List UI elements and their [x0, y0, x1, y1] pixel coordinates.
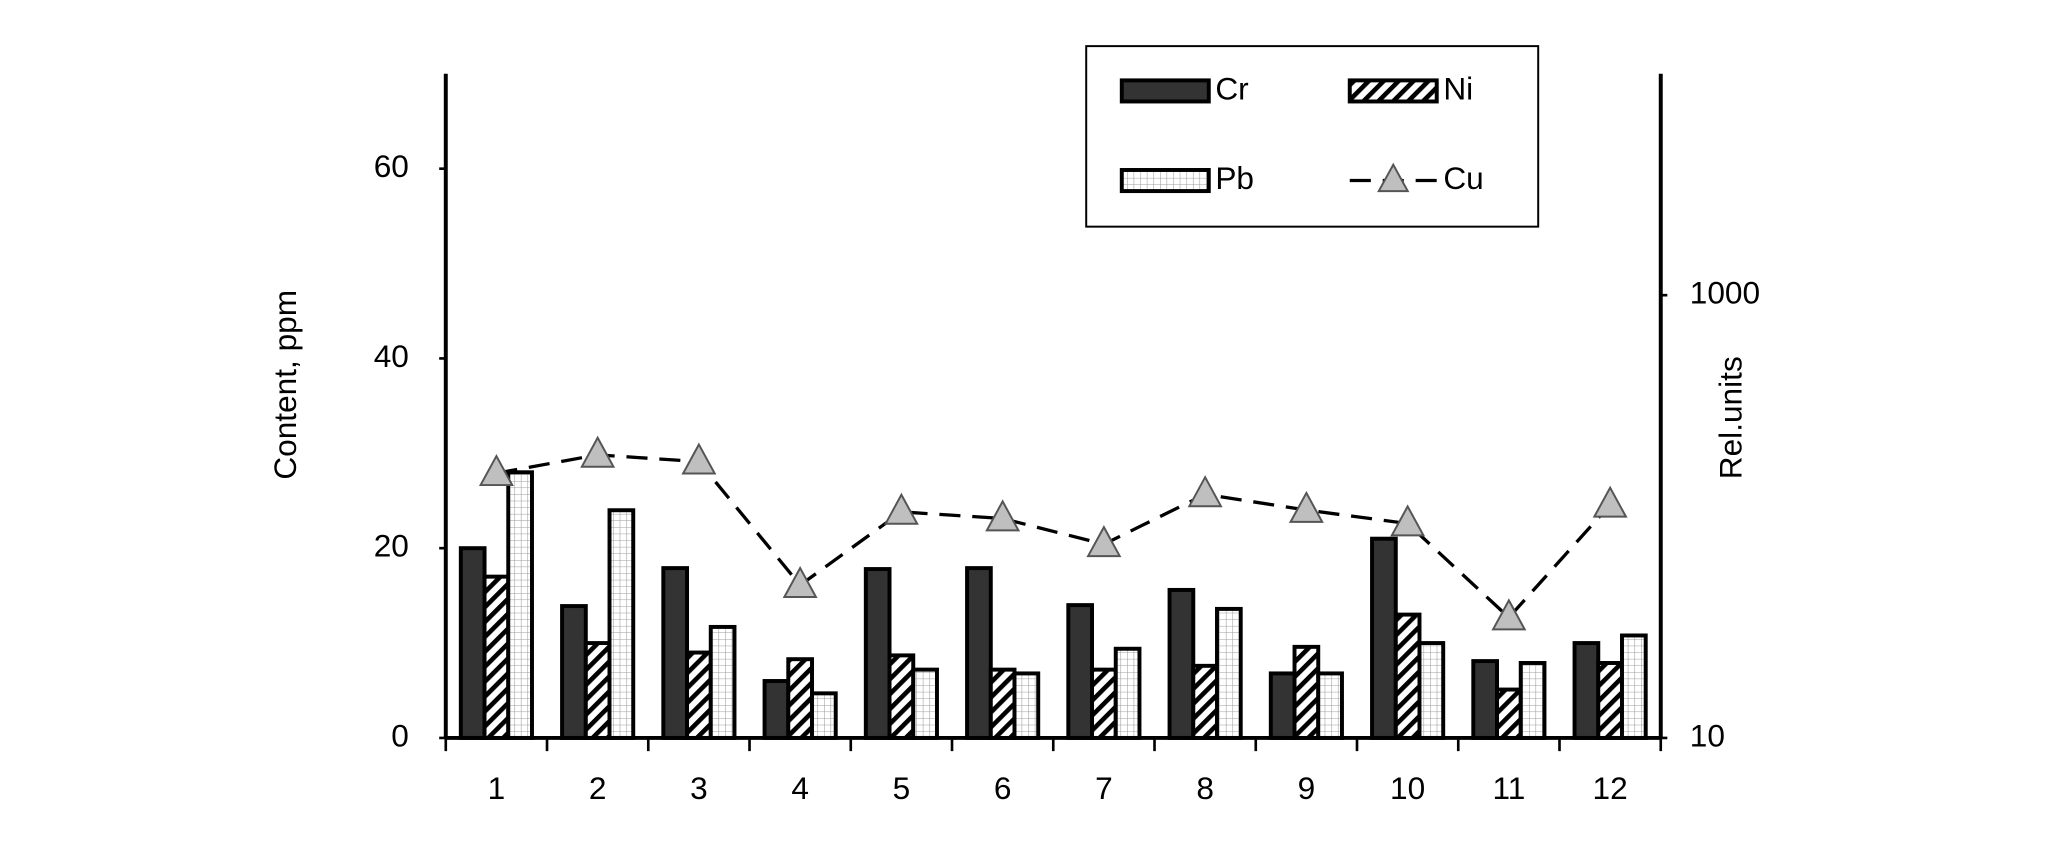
bar: [1268, 671, 1297, 740]
bar: [685, 650, 713, 740]
marker: [985, 499, 1021, 532]
bar: [786, 657, 814, 740]
x-tick-label: 11: [1492, 770, 1525, 806]
y-axis-label: Content, ppm: [267, 290, 303, 480]
x-tick-label: 7: [1095, 770, 1113, 806]
bar: [863, 567, 892, 740]
legend-marker: [1377, 162, 1410, 193]
y2-axis-label: Rel.units: [1713, 356, 1749, 479]
line: [496, 453, 1612, 620]
marker: [580, 435, 616, 468]
y-tick-label: 20: [374, 528, 409, 564]
y2-tick-label: 10: [1690, 717, 1725, 753]
bar: [708, 624, 737, 740]
bar: [607, 508, 636, 740]
legend-label: Pb: [1215, 160, 1254, 196]
x-tick-label: 4: [791, 770, 809, 806]
marker: [1086, 525, 1122, 558]
marker: [883, 492, 919, 525]
bar: [911, 667, 939, 740]
bar: [988, 667, 1017, 740]
bar: [1620, 633, 1648, 740]
y-tick-label: 60: [374, 148, 409, 184]
bar: [1572, 641, 1601, 740]
marker: [1491, 598, 1527, 631]
bar: [1370, 536, 1398, 740]
x-tick-label: 10: [1390, 770, 1425, 806]
bar: [1066, 603, 1095, 740]
x-tick-label: 8: [1196, 770, 1214, 806]
x-tick-label: 3: [690, 770, 708, 806]
legend-swatch: [1347, 78, 1439, 104]
bar: [482, 574, 511, 740]
bar: [661, 566, 690, 740]
bar: [965, 566, 993, 740]
bar: [1316, 671, 1344, 740]
x-tick-label: 2: [589, 770, 607, 806]
bar: [762, 679, 791, 740]
legend-label: Cu: [1443, 160, 1483, 196]
bar: [1471, 659, 1499, 740]
bar: [1292, 644, 1321, 740]
x-tick-label: 9: [1298, 770, 1316, 806]
bar: [1167, 587, 1196, 740]
x-tick-label: 12: [1593, 770, 1628, 806]
bar: [887, 653, 916, 740]
marker: [1187, 475, 1223, 508]
bar: [1215, 606, 1243, 740]
x-tick-label: 5: [893, 770, 911, 806]
marker: [1288, 490, 1324, 523]
x-tick-label: 1: [488, 770, 506, 806]
bar: [1518, 661, 1547, 740]
bar: [560, 604, 588, 740]
marker: [681, 442, 717, 475]
legend-label: Cr: [1215, 70, 1248, 106]
marker: [1592, 485, 1628, 518]
marker: [782, 565, 818, 598]
bar: [1191, 663, 1219, 740]
marker: [478, 453, 514, 487]
y-tick-label: 40: [374, 338, 409, 374]
bar: [1113, 646, 1142, 740]
bar: [458, 546, 487, 740]
legend-swatch: [1119, 78, 1211, 104]
y2-tick-label: 1000: [1690, 275, 1760, 311]
x-tick-label: 6: [994, 770, 1012, 806]
bar: [506, 470, 534, 740]
bar: [583, 641, 612, 740]
marker: [1390, 504, 1426, 537]
bar: [1596, 661, 1624, 740]
bar: [1495, 687, 1523, 740]
legend-label: Ni: [1443, 70, 1473, 106]
legend-box: [1085, 45, 1540, 228]
bar: [1090, 667, 1118, 740]
bar: [1012, 671, 1041, 740]
bar: [1393, 612, 1422, 740]
bar: [1417, 641, 1446, 740]
y-tick-label: 0: [391, 717, 409, 753]
bar: [810, 691, 838, 740]
legend-swatch: [1119, 168, 1211, 194]
